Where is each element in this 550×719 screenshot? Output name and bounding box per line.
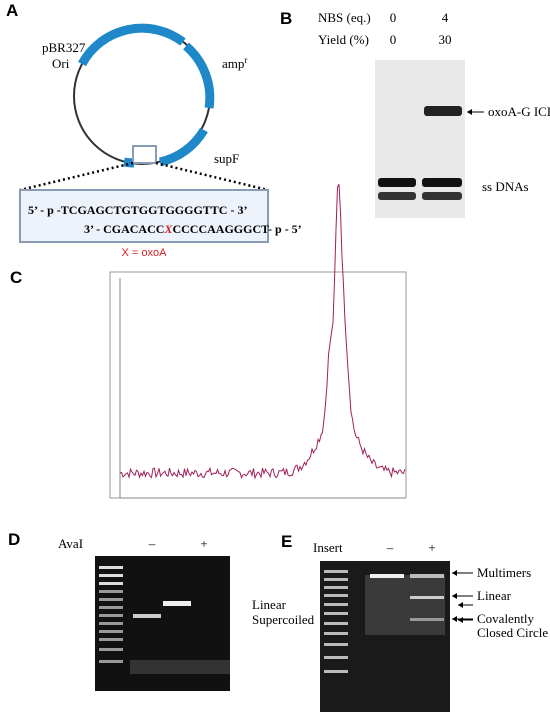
arrow-head: [452, 593, 457, 599]
ladder-band: [324, 643, 348, 646]
band-label: ss DNAs: [482, 179, 529, 194]
band: [410, 618, 444, 621]
spectrum-frame: [109, 271, 407, 499]
panel-label: A: [6, 1, 18, 20]
ladder-band: [99, 566, 123, 569]
ladder-band: [324, 622, 348, 625]
ladder-band: [99, 574, 123, 577]
panel-label: C: [10, 268, 22, 287]
arrow-head: [458, 602, 463, 608]
ladder-band: [324, 670, 348, 673]
band: [424, 106, 462, 116]
spectrum-trace: [119, 183, 406, 480]
ladder-band: [324, 603, 348, 606]
ladder-band: [99, 582, 123, 585]
ladder-band: [99, 638, 123, 641]
strand-part: CCCCAAGGGCT- p - 5’: [172, 222, 301, 236]
band-label: Supercoiled: [252, 612, 315, 627]
lane-label: –: [386, 540, 394, 555]
ladder-band: [324, 570, 348, 573]
amp: amp: [222, 56, 244, 71]
ladder-band: [324, 612, 348, 615]
band: [422, 192, 462, 200]
ladder-band: [99, 590, 123, 593]
gel-e: [320, 561, 450, 712]
cell: 4: [442, 10, 449, 25]
panel-label: B: [280, 9, 292, 28]
bottom-strand: 3’ - CGACACCXCCCCAAGGGCT- p - 5’: [84, 222, 302, 236]
insert-box: [132, 145, 157, 164]
ladder-band: [99, 606, 123, 609]
top-strand: 5’ - p -TCGAGCTGTGGTGGGGTTC - 3’: [28, 203, 247, 217]
supf-arc: [158, 127, 208, 167]
zoom-line: [19, 161, 134, 192]
gel-d: [95, 556, 230, 691]
band: [133, 614, 161, 618]
band: [410, 596, 444, 599]
amp-arc: [182, 42, 215, 109]
oxoa-legend: X = oxoA: [122, 247, 168, 259]
oxoa: X: [163, 222, 173, 236]
band-label: Covalently: [477, 611, 535, 626]
row-label: NBS (eq.): [318, 10, 371, 25]
arrow-head: [452, 616, 457, 622]
ladder-band: [324, 578, 348, 581]
ladder-band: [324, 632, 348, 635]
arrow-head: [467, 109, 472, 115]
panel-label: D: [8, 530, 20, 549]
lane-label: +: [428, 540, 435, 555]
ladder-band: [99, 598, 123, 601]
amp-sup: r: [244, 55, 247, 65]
band: [163, 601, 191, 606]
row-label: Yield (%): [318, 32, 369, 47]
arrow-head: [452, 570, 457, 576]
band: [422, 178, 462, 187]
gel-b: [375, 60, 465, 218]
cell: 0: [390, 10, 397, 25]
ladder-band: [324, 656, 348, 659]
ladder-band: [324, 586, 348, 589]
ori-label: Ori: [52, 56, 70, 71]
arrow-head: [458, 617, 463, 623]
ladder-band: [99, 660, 123, 663]
band: [378, 192, 416, 200]
smear: [365, 575, 445, 635]
lane-label: +: [200, 536, 207, 551]
band: [410, 574, 444, 578]
band: [378, 178, 416, 187]
sequence-box: [19, 189, 269, 243]
ladder-band: [99, 630, 123, 633]
band-label: Linear: [252, 597, 287, 612]
plasmid-name: pBR327: [42, 40, 86, 55]
header: AvaI: [58, 536, 83, 551]
ladder-band: [324, 594, 348, 597]
supf-label: supF: [214, 151, 239, 166]
header: Insert: [313, 540, 343, 555]
band-label: Multimers: [477, 565, 531, 580]
lane-label: –: [148, 536, 156, 551]
zoom-line: [155, 161, 269, 192]
amp-label: ampr: [222, 55, 247, 71]
cell: 0: [390, 32, 397, 47]
band-label: Linear: [477, 588, 512, 603]
band-label: Closed Circle: [477, 625, 548, 640]
glow: [130, 660, 230, 674]
ladder-band: [99, 622, 123, 625]
cell: 30: [439, 32, 452, 47]
panel-label: E: [281, 532, 292, 551]
strand-part: 3’ - CGACACC: [84, 222, 164, 236]
band-label: oxoA-G ICL: [488, 104, 550, 119]
ladder-band: [99, 614, 123, 617]
band: [370, 574, 404, 578]
ori-arc: [78, 23, 186, 67]
ladder-band: [99, 648, 123, 651]
